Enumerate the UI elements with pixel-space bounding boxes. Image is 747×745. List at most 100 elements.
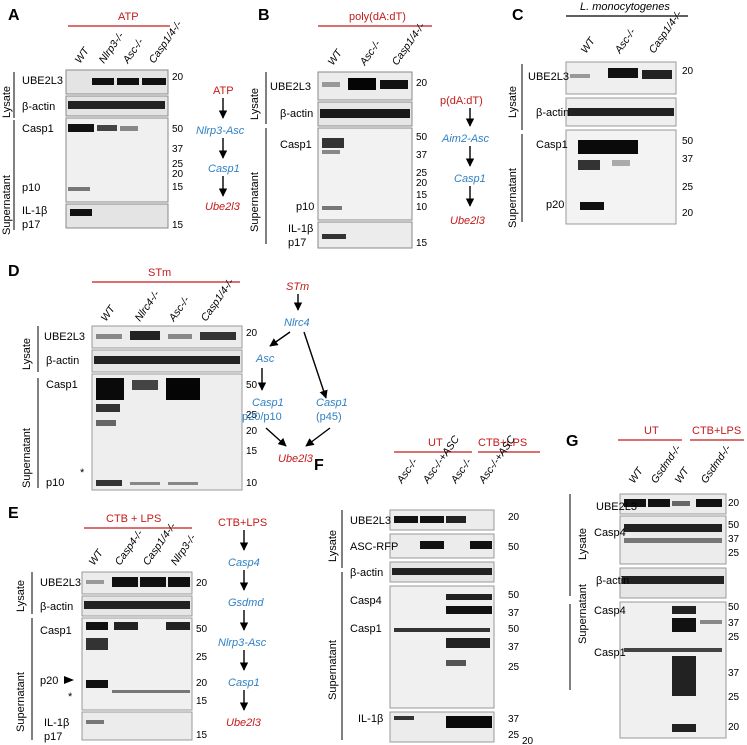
panel-g-marker: 25 <box>728 548 740 559</box>
panel-c-marker: 50 <box>682 136 694 147</box>
panel-e-lane-1: WT <box>87 546 107 568</box>
panel-letter-a: A <box>8 7 20 24</box>
panel-e-lane-4: Nlrp3-/- <box>169 532 199 568</box>
panel-d-pathway-casp-b-sub: (p45) <box>316 411 342 423</box>
panel-g: G UT CTB+LPS WT Gsdmd-/- WT Gsdmd-/- Lys… <box>566 425 744 739</box>
panel-b-pathway-1: p(dA:dT) <box>440 95 483 107</box>
panel-e-row-casp1: Casp1 <box>40 625 72 637</box>
panel-b-pathway-2: Aim2-Asc <box>441 133 490 145</box>
panel-b-marker: 10 <box>416 202 428 213</box>
panel-f-row-casp4: Casp4 <box>350 595 382 607</box>
panel-f-marker: 25 <box>508 662 520 673</box>
panel-b-marker: 50 <box>416 132 428 143</box>
panel-g-row-casp1: Casp1 <box>594 647 626 659</box>
panel-c-marker: 37 <box>682 154 694 165</box>
panel-d-marker: 25 <box>246 410 258 421</box>
panel-d-condition: STm <box>148 267 171 279</box>
panel-c-row-ube2l3: UBE2L3 <box>528 71 569 83</box>
panel-a-pathway-1: ATP <box>213 85 234 97</box>
panel-d-star: * <box>80 467 85 479</box>
panel-e-condition: CTB + LPS <box>106 513 161 525</box>
panel-b-pathway-3: Casp1 <box>454 173 486 185</box>
panel-d-lysate-label: Lysate <box>21 338 33 370</box>
panel-a-lysate-label: Lysate <box>1 86 13 118</box>
panel-c-marker: 20 <box>682 66 694 77</box>
panel-e-row-ube2l3: UBE2L3 <box>40 577 81 589</box>
panel-a-condition: ATP <box>118 11 139 23</box>
panel-f-marker: 20 <box>522 736 534 745</box>
panel-c-marker: 20 <box>682 208 694 219</box>
panel-g-marker: 37 <box>728 668 740 679</box>
panel-b-row-p17: p17 <box>288 237 306 249</box>
panel-d-row-p10: p10 <box>46 477 64 489</box>
panel-d-pathway-casp-b: Casp1 <box>316 397 348 409</box>
panel-f-cond-a: UT <box>428 437 443 449</box>
panel-a-row-casp1: Casp1 <box>22 123 54 135</box>
panel-d-marker: 15 <box>246 446 258 457</box>
panel-e-pathway-5: Casp1 <box>228 677 260 689</box>
panel-c: C L. monocytogenes WT Asc-/- Casp1/4-/- … <box>507 1 694 228</box>
panel-e-lysate-label: Lysate <box>15 580 27 612</box>
panel-e-row-p17: p17 <box>44 731 62 743</box>
panel-c-lysate-label: Lysate <box>507 86 519 118</box>
panel-a-supernatant-label: Supernatant <box>1 175 13 235</box>
panel-b-condition: poly(dA:dT) <box>349 11 406 23</box>
panel-g-row-ube2l3: UBE2L3 <box>596 501 637 513</box>
panel-d-marker: 20 <box>246 426 258 437</box>
panel-e-marker: 50 <box>196 624 208 635</box>
panel-b-marker: 20 <box>416 78 428 89</box>
panel-e-marker: 25 <box>196 652 208 663</box>
panel-a-marker: 50 <box>172 124 184 135</box>
panel-g-row-actin: β-actin <box>596 575 629 587</box>
panel-f-marker: 50 <box>508 590 520 601</box>
panel-d-pathway-left: Asc <box>255 353 275 365</box>
panel-b-marker: 15 <box>416 190 428 201</box>
panel-a-lane-4: Casp1/4-/- <box>147 18 185 65</box>
panel-d-lane-2: Nlrc4-/- <box>133 288 163 323</box>
panel-letter-f: F <box>314 457 324 474</box>
panel-f-marker: 37 <box>508 714 520 725</box>
panel-g-lysate-label: Lysate <box>577 528 589 560</box>
panel-f: F UT CTB+LPS Asc-/- Asc-/-+ASC Asc-/- As… <box>314 433 540 745</box>
panel-d-row-actin: β-actin <box>46 355 79 367</box>
panel-d-lane-4: Casp1/4-/- <box>199 276 237 323</box>
panel-b-row-casp1: Casp1 <box>280 139 312 151</box>
panel-e-row-actin: β-actin <box>40 601 73 613</box>
panel-f-marker: 50 <box>508 624 520 635</box>
panel-a-pathway-3: Casp1 <box>208 163 240 175</box>
panel-a-marker: 20 <box>172 72 184 83</box>
panel-b-lysate-label: Lysate <box>249 88 261 120</box>
panel-b-row-actin: β-actin <box>280 108 313 120</box>
panel-c-row-actin: β-actin <box>536 107 569 119</box>
panel-b-lane-2: Asc-/- <box>357 38 383 69</box>
panel-a: A ATP WT Nlrp3-/- Asc-/- Casp1/4-/- Lysa… <box>1 7 245 235</box>
panel-letter-d: D <box>8 263 20 280</box>
panel-g-marker: 25 <box>728 692 740 703</box>
panel-a-row-ube2l3: UBE2L3 <box>22 75 63 87</box>
panel-g-marker: 50 <box>728 602 740 613</box>
panel-b-supernatant-label: Supernatant <box>249 172 261 232</box>
panel-f-cond-b: CTB+LPS <box>478 437 527 449</box>
panel-g-lane-1: WT <box>627 464 647 486</box>
panel-e-pathway-4: Nlrp3-Asc <box>218 637 267 649</box>
panel-e-row-il1b: IL-1β <box>44 717 69 729</box>
panel-g-lane-3: WT <box>673 464 693 486</box>
panel-g-supernatant-label: Supernatant <box>577 584 589 644</box>
panel-g-row-casp4-sup: Casp4 <box>594 605 626 617</box>
panel-e-marker: 20 <box>196 578 208 589</box>
panel-g-marker: 25 <box>728 632 740 643</box>
panel-a-row-p17: p17 <box>22 219 40 231</box>
panel-e-marker: 15 <box>196 696 208 707</box>
panel-b-lane-1: WT <box>326 46 346 68</box>
panel-a-row-il1b: IL-1β <box>22 205 47 217</box>
panel-e-pathway-3: Gsdmd <box>228 597 264 609</box>
panel-d-lane-1: WT <box>99 302 119 324</box>
panel-g-marker: 20 <box>728 722 740 733</box>
panel-b-marker: 25 <box>416 168 428 179</box>
panel-g-cond-a: UT <box>644 425 659 437</box>
panel-c-lane-1: WT <box>579 34 599 56</box>
panel-c-lane-2: Asc-/- <box>612 26 638 57</box>
panel-f-marker: 37 <box>508 608 520 619</box>
panel-d-marker: 50 <box>246 380 258 391</box>
panel-a-pathway-2: Nlrp3-Asc <box>196 125 245 137</box>
